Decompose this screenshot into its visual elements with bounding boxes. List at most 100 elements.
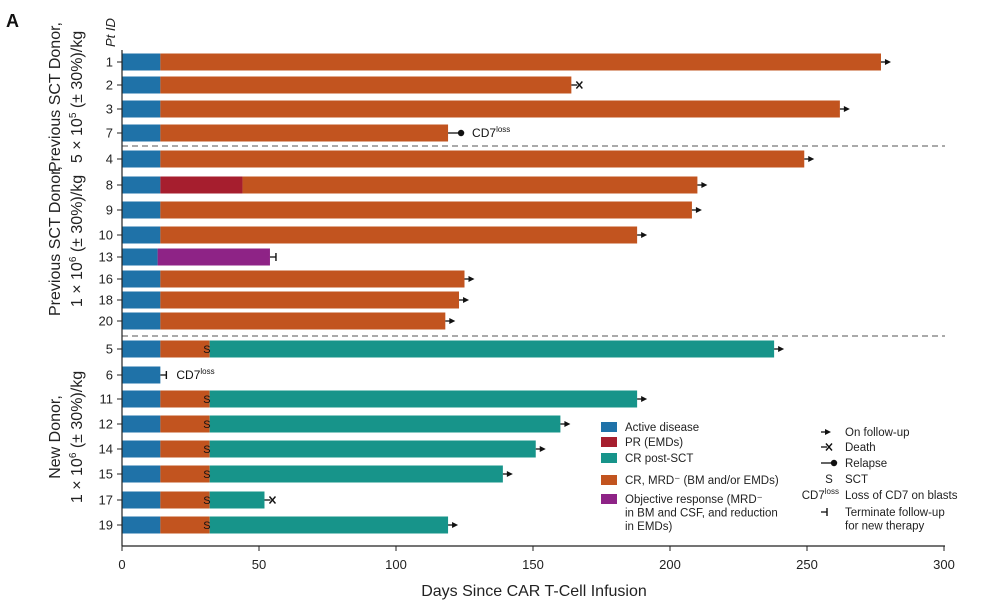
legend-marker-relapse: Relapse — [821, 458, 887, 470]
group-label-line2: 1 × 106 (± 30%)/kg — [68, 371, 86, 503]
group-label-line1: New Donor, — [47, 395, 64, 479]
patient-id-label: 9 — [106, 203, 113, 218]
sct-marker: S — [203, 520, 210, 532]
patient-id-label: 6 — [106, 368, 113, 383]
legend-item-active: Active disease — [601, 422, 699, 434]
legend-label: in BM and CSF, and reduction — [625, 508, 778, 520]
bar-segment-active — [122, 76, 161, 94]
patient-id-label: 4 — [106, 152, 113, 167]
bar-segment-active — [122, 150, 161, 168]
bar-segment-active — [122, 270, 161, 288]
bar-segment-cr — [160, 226, 638, 244]
patient-row-16 — [122, 270, 475, 288]
death-marker-2 — [571, 81, 583, 89]
x-tick-label: 50 — [252, 557, 266, 572]
patient-id-label: 10 — [99, 228, 113, 243]
legend-label: in EMDs) — [625, 521, 672, 533]
patient-row-2 — [122, 76, 583, 94]
sct-marker: S — [203, 394, 210, 406]
group-separators — [122, 145, 945, 337]
patient-row-1 — [122, 53, 891, 71]
patient-row-3 — [122, 100, 850, 118]
terminate-marker-6 — [160, 371, 168, 379]
terminate-marker-legend — [821, 508, 828, 516]
legend-label: Loss of CD7 on blasts — [845, 490, 958, 502]
legend-status: Active disease PR (EMDs) CR post-SCT CR, MR… — [601, 422, 779, 533]
patient-id-label: 2 — [106, 78, 113, 93]
patient-id-label: 7 — [106, 126, 113, 141]
legend-label: Active disease — [625, 422, 699, 434]
legend-swatch — [601, 437, 617, 447]
x-axis: 0 50 100 150 200 250 300 — [118, 545, 955, 572]
bar-segment-active — [122, 176, 161, 194]
group-label-line2: 5 × 105 (± 30%)/kg — [68, 31, 86, 163]
legend-marker-sct: S SCT — [825, 474, 868, 486]
patient-id-label: 17 — [99, 493, 113, 508]
x-tick-label: 150 — [522, 557, 544, 572]
death-marker-17 — [264, 496, 277, 504]
group-label-line2: 1 × 106 (± 30%)/kg — [68, 175, 86, 307]
follow-up-marker-19 — [448, 522, 459, 528]
legend-item-pr: PR (EMDs) — [601, 437, 683, 449]
relapse-marker-legend — [821, 459, 838, 467]
sct-marker: S — [203, 444, 210, 456]
legend-label: Death — [845, 442, 876, 454]
patient-id-label: 5 — [106, 342, 113, 357]
x-tick-label: 100 — [385, 557, 407, 572]
bar-segment-cr — [160, 270, 465, 288]
legend-label: for new therapy — [845, 521, 925, 533]
bar-segment-cr — [160, 390, 210, 408]
cd7-loss-annotation: CD7loss — [176, 367, 214, 382]
follow-up-marker-5 — [774, 346, 785, 352]
legend-item-cr: CR, MRD⁻ (BM and/or EMDs) — [601, 475, 779, 487]
legend-swatch — [601, 453, 617, 463]
patient-row-8 — [122, 176, 708, 194]
sct-marker: S — [203, 469, 210, 481]
bar-segment-cr — [160, 201, 692, 219]
bar-segment-crpost — [209, 340, 775, 358]
bar-segment-cr — [160, 291, 460, 309]
group-label-3: New Donor,1 × 106 (± 30%)/kg — [47, 371, 86, 503]
y-axis-title: Pt ID — [103, 18, 118, 47]
follow-up-marker-3 — [839, 106, 850, 112]
legend-markers: On follow-up Death Relapse S SCT CD7loss Loss … — [802, 427, 958, 533]
patient-id-label: 19 — [99, 518, 113, 533]
bar-segment-active — [122, 366, 161, 384]
bar-segment-cr — [160, 124, 449, 142]
patient-row-20 — [122, 312, 456, 330]
legend-swatch — [601, 475, 617, 485]
patient-row-9 — [122, 201, 702, 219]
x-axis-title: Days Since CAR T-Cell Infusion — [421, 583, 647, 600]
patient-row-14: S — [122, 440, 546, 458]
bar-segment-crpost — [209, 415, 561, 433]
follow-up-marker-18 — [459, 297, 470, 303]
bar-segment-active — [122, 465, 161, 483]
legend-marker-cd7: CD7loss Loss of CD7 on blasts — [802, 487, 958, 502]
bar-segment-cr — [242, 176, 698, 194]
bar-segment-active — [122, 248, 158, 266]
terminate-marker-13 — [269, 253, 277, 261]
patient-id-label: 13 — [99, 250, 113, 265]
bar-segment-cr — [160, 440, 210, 458]
group-label-line1: Previous SCT Donor, — [47, 22, 64, 172]
patient-id-label: 12 — [99, 417, 113, 432]
sct-symbol: S — [825, 474, 833, 486]
patient-row-11: S — [122, 390, 648, 408]
sct-marker: S — [203, 495, 210, 507]
legend-swatch — [601, 422, 617, 432]
follow-up-marker-4 — [804, 156, 815, 162]
follow-up-marker-14 — [535, 446, 546, 452]
bar-segment-crpost — [209, 465, 503, 483]
patient-id-label: 15 — [99, 467, 113, 482]
sct-marker: S — [203, 344, 210, 356]
bar-segment-cr — [160, 415, 210, 433]
cd7-loss-annotation: CD7loss — [472, 125, 510, 140]
legend-marker-terminate: Terminate follow-up for new therapy — [821, 507, 945, 533]
bar-segment-active — [122, 415, 161, 433]
group-label-1: Previous SCT Donor, 5 × 105 (± 30%)/kg — [47, 22, 86, 172]
bar-segment-cr — [160, 465, 210, 483]
death-marker-legend — [821, 443, 833, 451]
bar-segment-active — [122, 390, 161, 408]
bar-segment-pr — [160, 176, 243, 194]
